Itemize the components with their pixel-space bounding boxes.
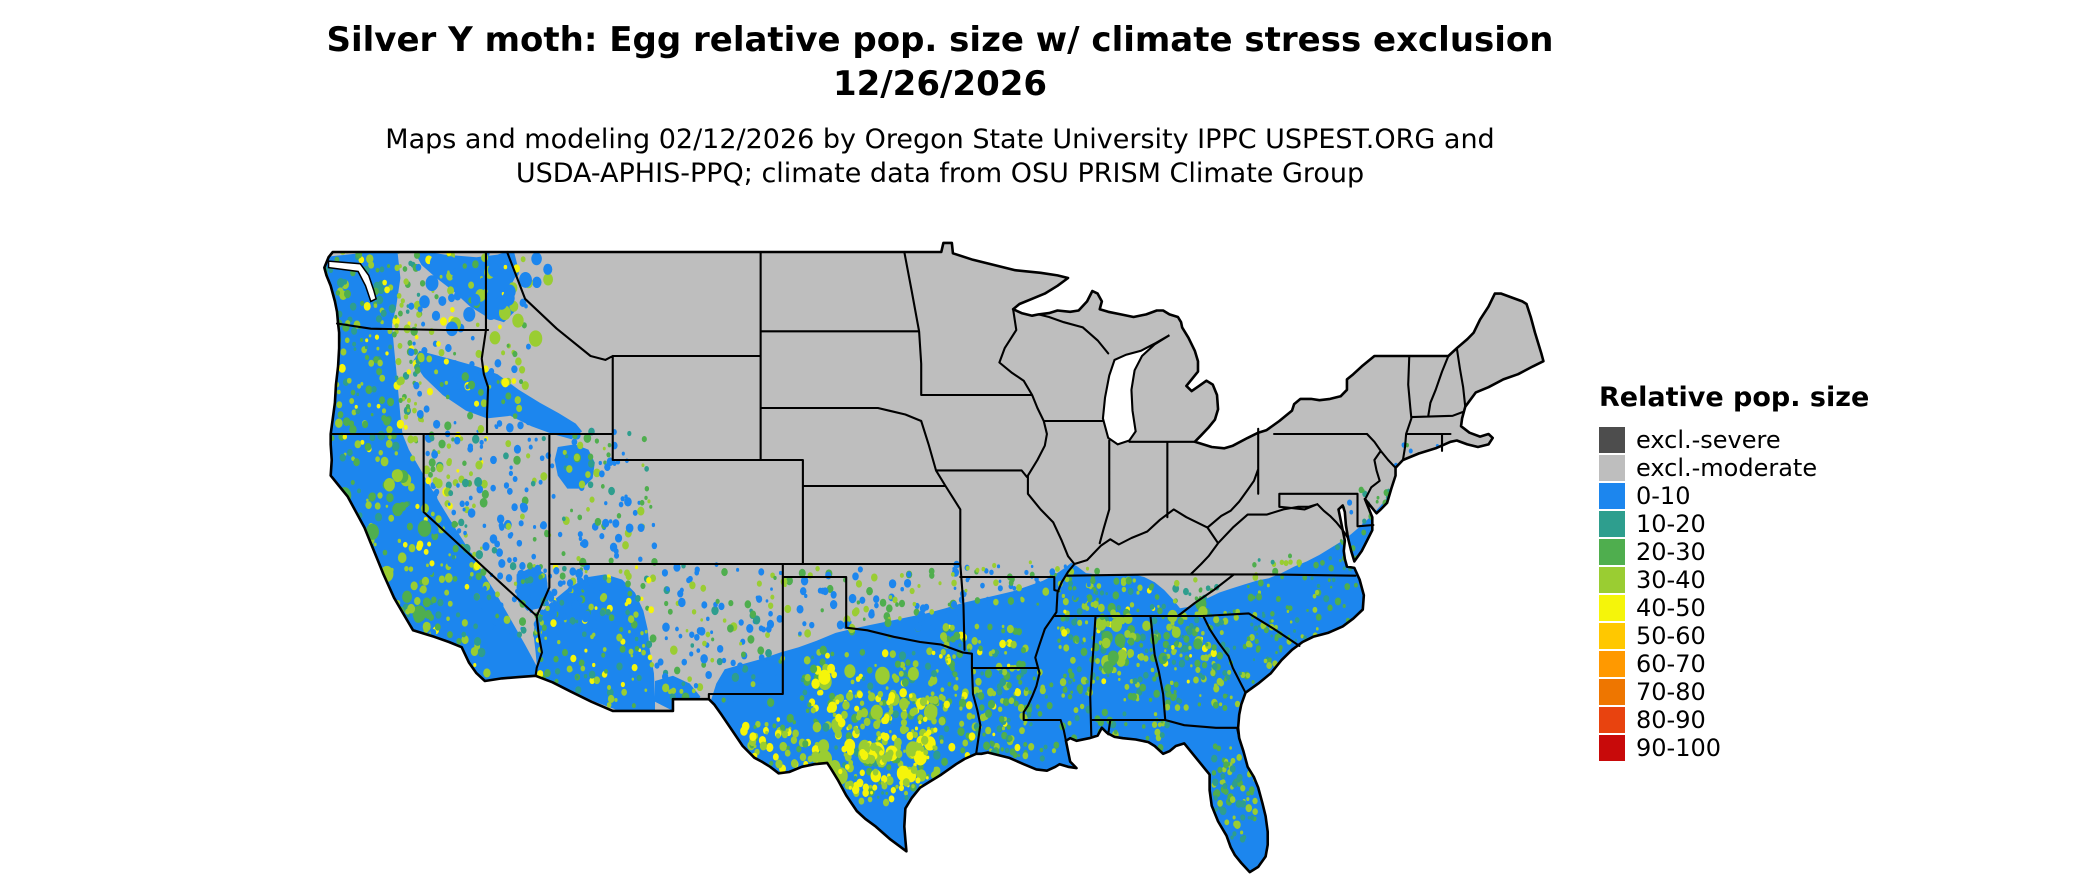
legend-label: 30-40 xyxy=(1636,566,1706,594)
legend-swatch xyxy=(1599,427,1625,453)
legend-swatch xyxy=(1599,567,1625,593)
legend-swatch xyxy=(1599,595,1625,621)
legend-item: 70-80 xyxy=(1599,679,1869,705)
page-title-line1: Silver Y moth: Egg relative pop. size w/… xyxy=(326,20,1554,60)
legend-label: 0-10 xyxy=(1636,482,1691,510)
legend-label: 90-100 xyxy=(1636,734,1722,762)
legend-item: 90-100 xyxy=(1599,735,1869,761)
legend-swatch xyxy=(1599,707,1625,733)
page-subtitle-line2: USDA-APHIS-PPQ; climate data from OSU PR… xyxy=(515,158,1365,189)
legend: Relative pop. size excl.-severe excl.-mod… xyxy=(1599,382,1869,763)
legend-item: 20-30 xyxy=(1599,539,1869,565)
legend-label: 60-70 xyxy=(1636,650,1706,678)
legend-label: excl.-moderate xyxy=(1636,454,1818,482)
us-map xyxy=(318,239,1554,889)
legend-swatch xyxy=(1599,651,1625,677)
legend-items: excl.-severe excl.-moderate 0-10 10-20 20-30… xyxy=(1599,427,1869,761)
legend-swatch xyxy=(1599,539,1625,565)
legend-swatch xyxy=(1599,623,1625,649)
legend-swatch xyxy=(1599,679,1625,705)
legend-label: 10-20 xyxy=(1636,510,1706,538)
legend-item: 60-70 xyxy=(1599,651,1869,677)
legend-label: 70-80 xyxy=(1636,678,1706,706)
map-container xyxy=(318,239,1554,889)
state-borders xyxy=(331,252,1466,754)
puget-sound xyxy=(329,261,377,301)
legend-item: 30-40 xyxy=(1599,567,1869,593)
legend-item: excl.-severe xyxy=(1599,427,1869,453)
legend-item: 50-60 xyxy=(1599,623,1869,649)
lake-michigan xyxy=(1103,335,1170,444)
legend-label: 80-90 xyxy=(1636,706,1706,734)
page-title-date: 12/26/2026 xyxy=(832,64,1048,104)
speckle-layer xyxy=(324,246,1446,843)
legend-label: 40-50 xyxy=(1636,594,1706,622)
legend-swatch xyxy=(1599,483,1625,509)
national-outline xyxy=(324,243,1543,872)
legend-item: 40-50 xyxy=(1599,595,1869,621)
legend-title: Relative pop. size xyxy=(1599,382,1870,413)
legend-swatch xyxy=(1599,735,1625,761)
legend-item: 80-90 xyxy=(1599,707,1869,733)
legend-item: 10-20 xyxy=(1599,511,1869,537)
page-subtitle-line1: Maps and modeling 02/12/2026 by Oregon S… xyxy=(385,124,1495,155)
legend-swatch xyxy=(1599,455,1625,481)
legend-swatch xyxy=(1599,511,1625,537)
legend-item: excl.-moderate xyxy=(1599,455,1869,481)
legend-label: excl.-severe xyxy=(1636,426,1781,454)
legend-label: 20-30 xyxy=(1636,538,1706,566)
legend-item: 0-10 xyxy=(1599,483,1869,509)
legend-label: 50-60 xyxy=(1636,622,1706,650)
